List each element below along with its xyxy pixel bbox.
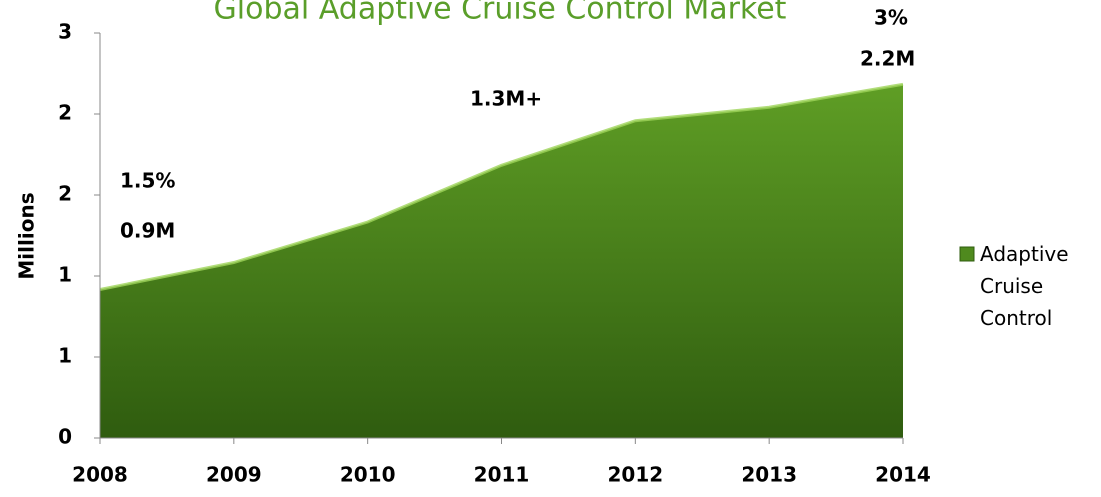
area xyxy=(100,84,903,439)
annotation: 2.2M xyxy=(860,47,915,71)
x-tick-label: 2011 xyxy=(474,463,530,487)
y-axis-label: Millions xyxy=(15,192,39,279)
y-tick-label: 1 xyxy=(58,344,72,368)
chart-title: Global Adaptive Cruise Control Market xyxy=(214,0,787,27)
legend-swatch xyxy=(959,246,975,262)
y-tick-label: 0 xyxy=(58,425,72,449)
area-edge xyxy=(99,82,904,291)
annotation: 3% xyxy=(874,6,908,30)
legend-label: Adaptive Cruise Control xyxy=(980,242,1069,330)
x-tick-label: 2014 xyxy=(875,463,931,487)
annotation: 1.3M+ xyxy=(470,87,542,111)
annotation: 1.5% xyxy=(120,169,175,193)
annotation: 0.9M xyxy=(120,219,175,243)
y-tick-label: 2 xyxy=(58,182,72,206)
x-tick-label: 2008 xyxy=(72,463,128,487)
x-tick-label: 2009 xyxy=(206,463,262,487)
x-tick-label: 2013 xyxy=(741,463,797,487)
y-tick-label: 1 xyxy=(58,263,72,287)
y-tick-label: 3 xyxy=(58,20,72,44)
x-tick-label: 2010 xyxy=(340,463,396,487)
y-tick-label: 2 xyxy=(58,101,72,125)
x-tick-label: 2012 xyxy=(607,463,663,487)
